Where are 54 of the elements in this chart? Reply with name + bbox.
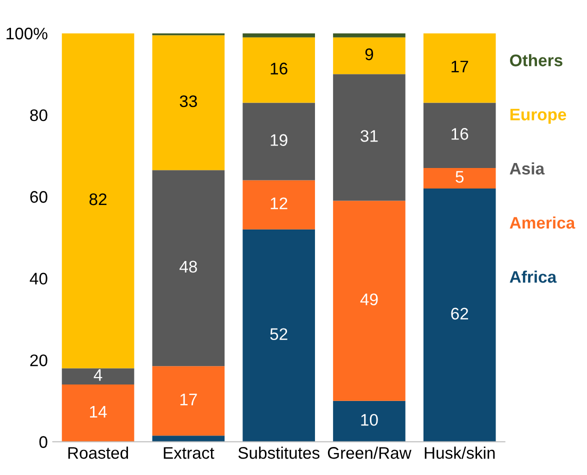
data-label: 5 xyxy=(456,171,464,183)
bar xyxy=(333,400,406,442)
series-label: America xyxy=(510,216,576,229)
x-tick-label: Husk/skin xyxy=(424,446,495,459)
data-label: 82 xyxy=(89,193,106,206)
bar xyxy=(423,188,496,442)
series-label: Europe xyxy=(510,108,566,124)
y-tick-label: 100% xyxy=(6,28,48,40)
text: Others xyxy=(510,54,562,66)
x-tick-label: Green/Raw xyxy=(328,446,412,459)
bar xyxy=(423,102,496,168)
bar xyxy=(62,384,134,442)
data-label: 4 xyxy=(94,369,102,381)
bar xyxy=(423,168,496,188)
bar xyxy=(242,33,315,38)
x-tick-label: Extract xyxy=(164,447,214,459)
data-label: 49 xyxy=(360,293,378,306)
y-tick-label: 60 xyxy=(30,191,48,203)
data-label: 62 xyxy=(451,308,468,320)
y-tick-label: 80 xyxy=(30,109,48,122)
series-label: Africa xyxy=(510,270,557,283)
bar xyxy=(333,37,406,74)
series-label: Asia xyxy=(510,162,545,175)
data-label: 48 xyxy=(180,260,197,273)
bar xyxy=(62,33,134,368)
bar xyxy=(152,366,225,436)
data-label: 10 xyxy=(361,414,378,426)
y-tick-label: 0 xyxy=(39,436,48,448)
bar xyxy=(423,33,496,103)
bar xyxy=(62,368,134,385)
bar xyxy=(242,229,315,442)
x-tick-label: Roasted xyxy=(68,446,128,459)
data-label: 19 xyxy=(270,134,288,146)
data-label: 9 xyxy=(365,48,374,60)
data-label: 31 xyxy=(360,130,378,142)
y-tick-label: 20 xyxy=(30,354,48,366)
bar xyxy=(242,180,315,230)
bar xyxy=(333,200,406,401)
data-label: 12 xyxy=(270,197,288,210)
data-label: 14 xyxy=(90,406,107,418)
data-label: 17 xyxy=(452,60,468,72)
data-label: 17 xyxy=(180,394,197,406)
data-label: 16 xyxy=(452,128,468,140)
bar xyxy=(333,74,406,201)
bar xyxy=(242,37,315,103)
data-label: 33 xyxy=(180,95,197,108)
bar xyxy=(152,170,225,366)
bar xyxy=(333,33,406,38)
y-tick-label: 40 xyxy=(30,272,48,285)
data-label: 16 xyxy=(270,62,288,74)
x-tick-label: Substitutes xyxy=(238,446,320,459)
bar xyxy=(242,102,315,180)
data-label: 52 xyxy=(270,328,288,340)
bar xyxy=(152,35,225,170)
